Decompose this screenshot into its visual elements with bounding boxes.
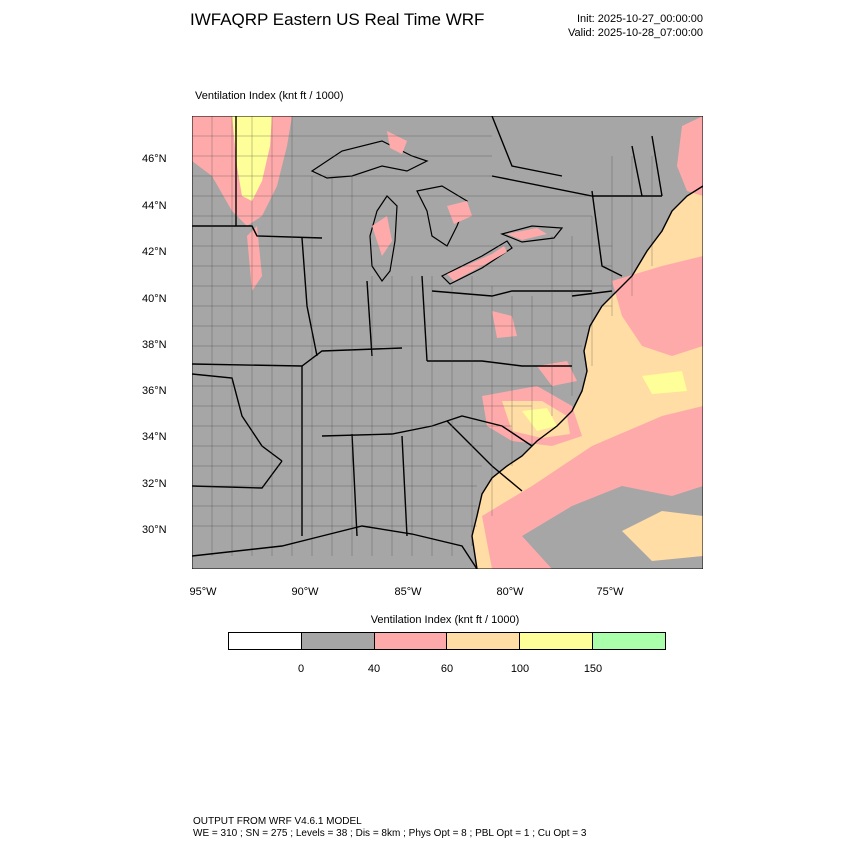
legend-box [520,633,594,649]
legend-tick: 150 [583,663,603,675]
gulf-water [192,526,477,569]
lat-label: 36°N [142,385,167,397]
peach-region-ocean-s [622,511,703,561]
pink-region-ne-coast [677,116,703,196]
legend-tick: 60 [440,663,454,675]
land-mass [192,116,703,569]
atlantic-coastline [471,185,703,569]
model-info-line1: OUTPUT FROM WRF V4.6.1 MODEL [193,816,362,827]
lat-label: 46°N [142,153,167,165]
county-lines [192,116,653,556]
lat-label: 42°N [142,246,167,258]
pink-region-west-mid [247,226,262,291]
pink-lake-erie [447,246,507,281]
lon-label: 95°W [189,586,217,598]
pink-lake-ontario [507,228,547,240]
lat-label: 40°N [142,293,167,305]
legend-box [374,633,448,649]
lat-label: 44°N [142,200,167,212]
legend-box [593,633,665,649]
legend-box [447,633,521,649]
pink-region-va-coast [537,361,577,386]
pink-region-ocean-n [612,256,703,356]
gulf-coastline [192,525,478,569]
map-title: IWFAQRP Eastern US Real Time WRF [190,10,485,29]
pink-lake-superior [387,131,407,154]
field-subtitle: Ventilation Index (knt ft / 1000) [195,90,344,102]
lat-label: 30°N [142,524,167,536]
legend-tick: 100 [510,663,530,675]
yellow-region-ocean [642,371,687,394]
pink-lake-huron [447,201,472,224]
lon-label: 85°W [394,586,422,598]
legend-tick: 40 [367,663,381,675]
yellow-region-nc [522,408,557,431]
legend-box [229,633,302,649]
lat-label: 32°N [142,478,167,490]
legend-tick: 0 [297,663,305,675]
valid-time: Valid: 2025-10-28_07:00:00 [568,27,703,39]
lon-label: 90°W [291,586,319,598]
model-info-line2: WE = 310 ; SN = 275 ; Levels = 38 ; Dis … [193,828,587,839]
ventilation-index-map [192,116,703,569]
color-legend [228,632,666,650]
legend-title: Ventilation Index (knt ft / 1000) [370,614,520,626]
legend-box [301,633,375,649]
pink-region-mid-atlantic [492,311,517,338]
init-time: Init: 2025-10-27_00:00:00 [577,13,703,25]
lat-label: 34°N [142,431,167,443]
lon-label: 80°W [496,586,524,598]
lon-label: 75°W [596,586,624,598]
lat-label: 38°N [142,339,167,351]
